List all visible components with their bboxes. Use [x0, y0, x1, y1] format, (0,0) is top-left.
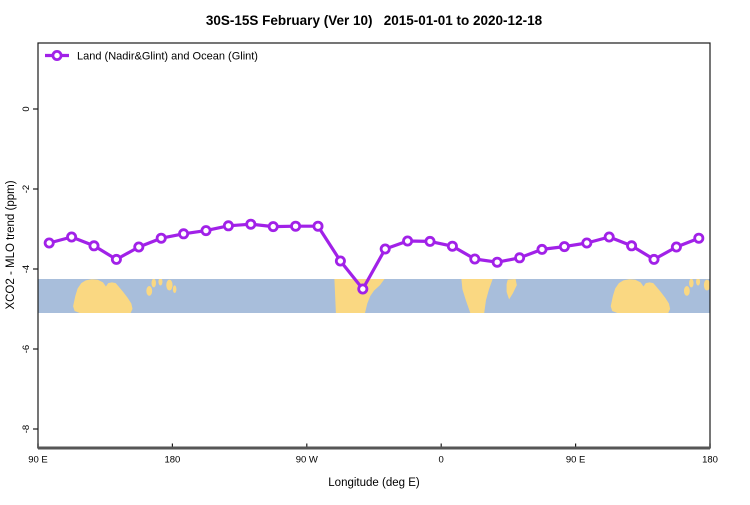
x-tick-label: 90 W — [296, 455, 318, 466]
land-australia — [73, 279, 133, 313]
land-areas — [73, 279, 714, 313]
land-madagascar — [506, 279, 517, 300]
data-point-marker — [446, 240, 458, 252]
data-point-marker — [603, 231, 615, 243]
data-point-marker — [290, 220, 302, 232]
x-tick-label: 90 E — [28, 455, 48, 466]
data-point-marker — [514, 252, 526, 264]
y-tick-label: 0 — [21, 106, 32, 111]
data-series — [43, 218, 705, 295]
land-island — [683, 286, 690, 296]
legend-label: Land (Nadir&Glint) and Ocean (Glint) — [77, 51, 258, 63]
land-south_america — [334, 279, 385, 313]
land-island — [689, 279, 694, 288]
y-tick-label: -2 — [21, 185, 32, 193]
x-tick-label: 180 — [164, 455, 180, 466]
land-africa — [461, 279, 493, 313]
data-point-marker — [670, 241, 682, 253]
data-point-marker — [558, 241, 570, 253]
data-point-marker — [357, 283, 369, 295]
data-point-marker — [267, 221, 279, 233]
land-island — [151, 279, 156, 288]
data-point-marker — [312, 220, 324, 232]
data-point-marker — [379, 243, 391, 255]
data-point-marker — [222, 220, 234, 232]
x-tick-label: 90 E — [566, 455, 586, 466]
data-point-marker — [66, 231, 78, 243]
data-point-marker — [626, 240, 638, 252]
data-point-marker — [88, 240, 100, 252]
data-point-marker — [491, 256, 503, 268]
y-tick-label: -8 — [21, 425, 32, 433]
x-axis-title: Longitude (deg E) — [328, 477, 420, 489]
x-tick-label: 180 — [702, 455, 718, 466]
land-island — [703, 279, 710, 291]
x-tick-label: 0 — [439, 455, 444, 466]
land-island — [696, 279, 701, 286]
legend-marker-icon — [51, 50, 63, 62]
land-island — [166, 279, 173, 291]
land-island — [146, 286, 153, 296]
data-point-marker — [648, 253, 660, 265]
data-point-marker — [155, 232, 167, 244]
data-point-marker — [469, 253, 481, 265]
data-point-marker — [245, 218, 257, 230]
chart-title: 30S-15S February (Ver 10) 2015-01-01 to … — [206, 13, 543, 28]
legend: Land (Nadir&Glint) and Ocean (Glint) — [45, 50, 258, 63]
land-island — [158, 279, 163, 286]
data-point-marker — [200, 225, 212, 237]
axes: 90 E 180 90 W 0 90 E 180 0 -2 -4 -6 -8 — [21, 106, 718, 465]
data-point-marker — [133, 241, 145, 253]
data-point-marker — [402, 235, 414, 247]
data-point-marker — [43, 237, 55, 249]
data-point-marker — [334, 255, 346, 267]
land-ocean-map-band — [38, 279, 714, 313]
data-point-marker — [536, 243, 548, 255]
data-point-marker — [178, 228, 190, 240]
data-point-marker — [110, 253, 122, 265]
land-island — [710, 285, 714, 293]
y-tick-label: -6 — [21, 345, 32, 353]
land-island — [172, 285, 177, 294]
land-australia — [610, 279, 671, 313]
data-point-marker — [693, 232, 705, 244]
y-axis-title: XCO2 - MLO trend (ppm) — [5, 180, 17, 309]
y-tick-label: -4 — [21, 265, 32, 273]
data-point-marker — [424, 235, 436, 247]
data-point-marker — [581, 237, 593, 249]
